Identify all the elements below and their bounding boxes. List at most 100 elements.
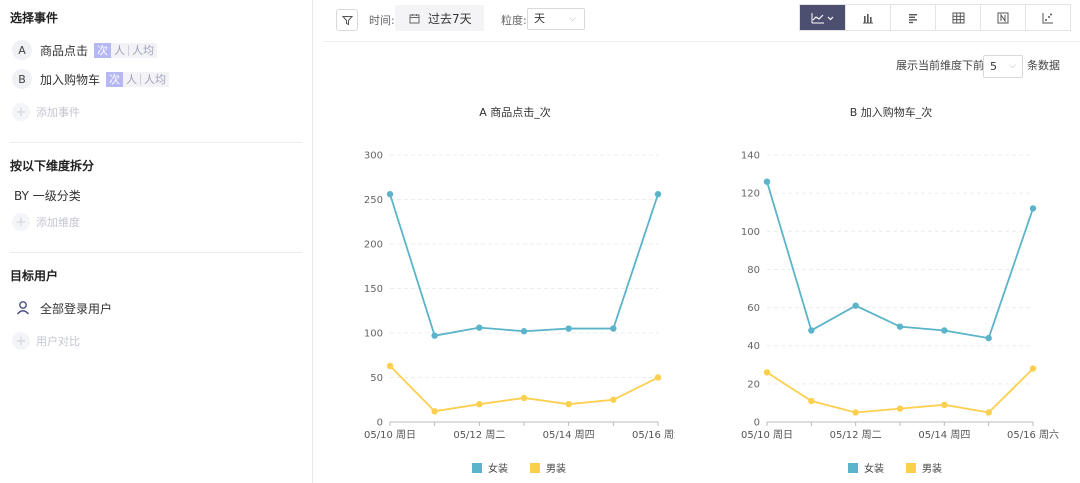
metric-tag-count[interactable]: 次 [106,71,124,87]
date-range-picker[interactable]: 过去7天 [395,5,484,31]
y-tick-label: 0 [377,418,383,429]
data-point [386,190,394,198]
sidebar: 选择事件 A 商品点击 次 人 人均 B 加入购物车 次 人 人均 + 添加事件 [0,0,313,483]
date-range-value: 过去7天 [428,11,472,26]
metric-tag-count[interactable]: 次 [94,42,112,58]
chart-legend: 女装 男装 [472,460,588,475]
calendar-icon [409,13,420,23]
chart-legend: 女装 男装 [848,460,964,475]
table-icon [952,12,964,23]
y-tick-label: 0 [754,418,760,429]
x-tick-label: 05/10 周日 [741,429,793,441]
view-number-button[interactable] [981,5,1026,30]
legend-label: 女装 [864,464,884,475]
y-tick-label: 300 [364,151,383,162]
data-point [852,302,859,309]
view-line-chart-button[interactable] [800,5,846,30]
legend-swatch [848,462,858,473]
y-tick-label: 200 [364,240,383,251]
view-table-button[interactable] [936,5,981,30]
metric-tag-avg[interactable]: 人均 [141,71,170,87]
y-tick-label: 120 [741,189,760,200]
granularity-label: 粒度: [501,14,527,27]
chart-title: B 加入购物车_次 [849,106,933,119]
divider [10,142,302,143]
granularity-value: 天 [534,12,545,25]
y-tick-label: 20 [747,379,760,390]
data-point [565,401,572,408]
event-name[interactable]: 商品点击 [40,43,89,58]
data-point [941,401,948,409]
user-compare-button[interactable]: + 用户对比 [12,332,80,350]
add-dimension-button[interactable]: + 添加维度 [12,213,80,231]
bar-chart-icon [863,13,873,23]
plus-icon: + [12,332,30,350]
legend-label: 男装 [546,464,566,475]
data-point [985,334,992,342]
target-user-selector[interactable]: 全部登录用户 [14,299,112,317]
add-dimension-label: 添加维度 [36,216,80,229]
data-point [1029,365,1037,372]
x-tick-label: 05/12 周二 [453,429,505,441]
data-point [985,409,992,416]
y-tick-label: 100 [741,227,760,238]
add-event-button[interactable]: + 添加事件 [12,103,80,121]
metric-tag-users[interactable]: 人 [111,42,129,58]
event-row-a[interactable]: A 商品点击 次 人 人均 [12,40,158,60]
line-chart-b: 0 20 40 60 80 100 120 140 05/10 周日 05/12 周二 05/14 … [741,151,1059,442]
view-horizontal-bar-button[interactable] [891,5,936,30]
line-chart-a: 0 50 100 150 200 250 300 05/10 周日 05/12 周二 05/14 … [364,151,675,442]
y-tick-label: 40 [747,341,760,352]
time-label: 时间: [369,14,395,27]
legend-swatch [472,462,482,473]
view-bar-chart-button[interactable] [846,5,891,30]
data-point [896,405,904,412]
data-point [654,190,662,198]
event-name[interactable]: 加入购物车 [40,72,101,87]
legend-swatch [530,462,540,473]
metric-tag-users[interactable]: 人 [123,71,141,87]
user-compare-label: 用户对比 [36,335,80,348]
topn-suffix-label: 条数据 [1027,59,1060,72]
data-point [896,323,904,330]
legend-item-series-1[interactable]: 女装 [848,460,884,475]
data-point [763,369,771,376]
metric-tags: 次 人 人均 [94,42,158,58]
topn-prefix-label: 展示当前维度下前 [896,59,984,72]
chart-type-switcher [799,4,1071,31]
plus-icon: + [12,103,30,121]
x-tick-label: 05/16 周六 [632,429,675,441]
data-point [610,325,617,332]
legend-item-series-2[interactable]: 男装 [530,460,566,475]
data-point [565,325,572,332]
series-line-1 [389,193,659,337]
horizontal-bar-icon [909,13,917,23]
data-point [476,324,483,331]
target-user-label: 全部登录用户 [40,301,113,316]
view-scatter-button[interactable] [1026,5,1070,30]
target-section-title: 目标用户 [10,269,59,283]
filter-icon [341,15,353,25]
metric-tag-avg[interactable]: 人均 [129,42,158,58]
by-dimension[interactable]: BY 一级分类 [14,189,81,203]
add-event-label: 添加事件 [36,106,80,119]
toolbar: 时间: 过去7天 粒度: 天 ⌵ [323,0,1080,42]
data-point [763,178,771,185]
granularity-select[interactable]: 天 ⌵ [527,8,585,30]
event-row-b[interactable]: B 加入购物车 次 人 人均 [12,69,170,89]
legend-item-series-1[interactable]: 女装 [472,460,508,475]
metric-tags: 次 人 人均 [106,71,170,87]
split-section-title: 按以下维度拆分 [10,159,95,173]
y-tick-label: 250 [364,195,383,206]
data-point [808,397,815,405]
legend-item-series-2[interactable]: 男装 [906,460,942,475]
data-point [520,394,528,402]
chart-title: A 商品点击_次 [479,106,551,119]
y-tick-label: 50 [370,373,383,384]
topn-select[interactable]: 5 ⌵ [983,55,1023,78]
series-line-1 [766,181,1034,340]
data-point [610,396,617,403]
filter-button[interactable] [336,9,358,31]
user-icon [16,301,30,315]
data-point [386,362,394,370]
